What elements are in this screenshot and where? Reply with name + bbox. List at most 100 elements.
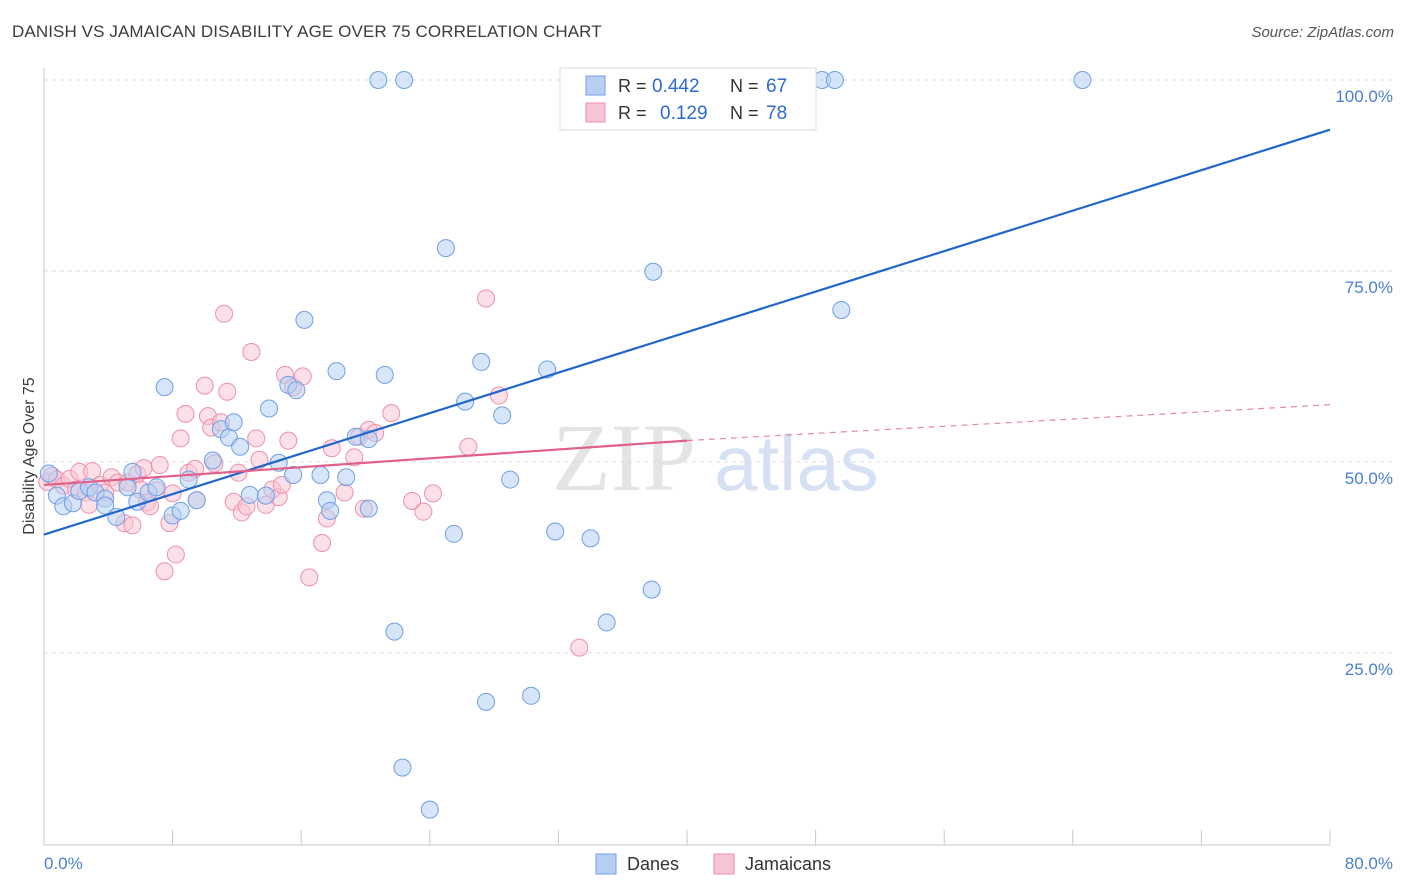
- chart-source: Source: ZipAtlas.com: [1251, 24, 1394, 41]
- point-danes: [832, 300, 851, 319]
- point-jamaicans: [176, 404, 195, 423]
- chart-title: DANISH VS JAMAICAN DISABILITY AGE OVER 7…: [12, 22, 602, 41]
- legend-r-label-danes: R =: [618, 76, 647, 96]
- point-danes: [501, 470, 520, 489]
- y-tick-labels: 100.0% 75.0% 50.0% 25.0%: [1335, 87, 1393, 679]
- point-jamaicans: [414, 502, 433, 521]
- point-danes: [369, 71, 388, 89]
- point-danes: [147, 478, 166, 497]
- point-danes: [395, 71, 414, 89]
- point-danes: [39, 464, 58, 483]
- x-tick-label-max: 80.0%: [1345, 854, 1393, 873]
- point-jamaicans: [570, 638, 589, 657]
- bottom-legend-label-danes: Danes: [627, 854, 679, 874]
- trend-line-jamaicans-extension: [686, 404, 1331, 442]
- bottom-legend-swatch-jamaicans: [713, 853, 735, 875]
- point-jamaicans: [272, 475, 291, 494]
- point-danes: [321, 501, 340, 520]
- point-danes: [385, 622, 404, 641]
- point-jamaicans: [335, 483, 354, 502]
- point-jamaicans: [215, 304, 234, 323]
- point-jamaicans: [477, 289, 496, 308]
- point-danes: [284, 465, 303, 484]
- point-jamaicans: [195, 376, 214, 395]
- point-danes: [546, 522, 565, 541]
- point-danes: [477, 692, 496, 711]
- point-jamaicans: [166, 545, 185, 564]
- point-danes: [444, 524, 463, 543]
- point-danes: [642, 580, 661, 599]
- trend-lines: [43, 128, 1331, 536]
- point-danes: [581, 529, 600, 548]
- point-danes: [295, 310, 314, 329]
- point-jamaicans: [150, 456, 169, 475]
- y-tick-label: 75.0%: [1345, 278, 1393, 297]
- y-tick-label: 50.0%: [1345, 469, 1393, 488]
- point-danes: [393, 758, 412, 777]
- point-danes: [123, 462, 142, 481]
- point-danes: [96, 496, 115, 515]
- point-jamaicans: [424, 484, 443, 503]
- point-danes: [287, 381, 306, 400]
- legend-n-label-danes: N =: [730, 76, 759, 96]
- point-danes: [311, 465, 330, 484]
- point-jamaicans: [322, 439, 341, 458]
- point-danes: [118, 478, 137, 497]
- point-jamaicans: [247, 429, 266, 448]
- point-danes: [375, 365, 394, 384]
- point-danes: [472, 352, 491, 371]
- legend-n-label-jamaicans: N =: [730, 103, 759, 123]
- point-jamaicans: [313, 533, 332, 552]
- x-tick-label-min: 0.0%: [44, 854, 83, 873]
- point-danes: [171, 501, 190, 520]
- legend-box: R = 0.442 N = 67 R = 0.129 N = 78: [559, 67, 817, 131]
- point-danes: [337, 468, 356, 487]
- point-danes: [597, 613, 616, 632]
- x-axis-ticks: [43, 830, 1331, 845]
- trend-line-danes: [43, 128, 1331, 536]
- point-jamaicans: [218, 382, 237, 401]
- point-jamaicans: [155, 562, 174, 581]
- bottom-legend: Danes Jamaicans: [595, 853, 831, 875]
- point-danes: [420, 800, 439, 819]
- point-jamaicans: [250, 450, 269, 469]
- trend-line-jamaicans: [43, 439, 688, 487]
- point-jamaicans: [345, 448, 364, 467]
- point-danes: [522, 686, 541, 705]
- point-danes: [1073, 71, 1092, 89]
- point-danes: [359, 499, 378, 518]
- bottom-legend-label-jamaicans: Jamaicans: [745, 854, 831, 874]
- point-jamaicans: [382, 404, 401, 423]
- point-jamaicans: [123, 516, 142, 535]
- gridlines: [44, 79, 1393, 654]
- point-danes: [187, 491, 206, 510]
- point-danes: [231, 437, 250, 456]
- legend-r-label-jamaicans: R =: [618, 103, 647, 123]
- point-danes: [436, 239, 455, 258]
- point-jamaicans: [489, 386, 508, 405]
- legend-swatch-danes: [585, 75, 606, 96]
- point-jamaicans: [279, 431, 298, 450]
- point-jamaicans: [459, 437, 478, 456]
- legend-n-value-jamaicans: 78: [766, 103, 787, 124]
- legend-r-value-jamaicans: 0.129: [660, 103, 708, 124]
- point-danes: [240, 485, 259, 504]
- point-danes: [644, 262, 663, 281]
- y-axis-label: Disability Age Over 75: [21, 377, 38, 535]
- bottom-legend-swatch-danes: [595, 853, 617, 875]
- point-danes: [493, 406, 512, 425]
- point-danes: [224, 413, 243, 432]
- watermark-zip: ZIP: [552, 404, 696, 511]
- y-tick-label: 25.0%: [1345, 660, 1393, 679]
- watermark-atlas: atlas: [714, 419, 879, 507]
- point-jamaicans: [242, 342, 261, 361]
- point-danes: [359, 430, 378, 449]
- point-jamaicans: [300, 568, 319, 587]
- point-danes: [260, 399, 279, 418]
- legend-r-value-danes: 0.442: [652, 76, 700, 97]
- legend-n-value-danes: 67: [766, 76, 787, 97]
- point-danes: [825, 71, 844, 89]
- point-danes: [155, 378, 174, 397]
- point-jamaicans: [171, 429, 190, 448]
